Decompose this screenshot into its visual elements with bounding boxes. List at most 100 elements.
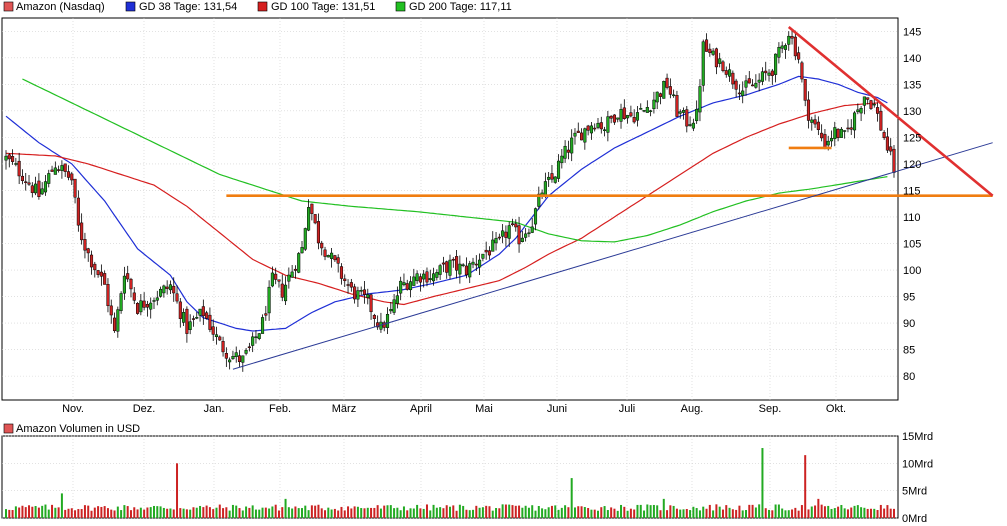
volume-bar <box>758 504 761 518</box>
candle-body <box>514 223 518 228</box>
candle-body <box>418 276 422 283</box>
candle-body <box>570 137 574 154</box>
volume-bar <box>820 504 823 518</box>
candle-body <box>326 255 330 258</box>
volume-bar <box>24 507 27 518</box>
candle-body <box>66 171 71 178</box>
volume-bar <box>616 510 619 518</box>
price-y-tick-label: 140 <box>903 53 921 65</box>
volume-bar <box>679 509 682 518</box>
annotation-trendline <box>787 26 994 197</box>
candle-body <box>829 138 834 142</box>
volume-bar <box>143 509 146 518</box>
volume-bar <box>258 509 261 518</box>
volume-bar <box>419 508 422 518</box>
candle-body <box>392 299 396 313</box>
volume-bar <box>383 505 386 518</box>
volume-bar <box>840 504 843 518</box>
candle-body <box>63 163 67 172</box>
volume-bar <box>106 508 109 518</box>
candle-body <box>353 286 357 300</box>
candle-body <box>533 208 538 225</box>
volume-bar <box>347 506 350 518</box>
x-tick-label: Jan. <box>204 403 225 415</box>
volume-bar <box>590 509 593 518</box>
candle-body <box>780 45 784 49</box>
candle-body <box>882 132 886 139</box>
candle-body <box>767 72 771 76</box>
volume-bar <box>715 504 718 518</box>
volume-bar <box>639 504 642 518</box>
candle-body <box>290 271 294 278</box>
candle-body <box>362 289 367 295</box>
volume-bar <box>100 506 103 518</box>
volume-bar <box>337 510 340 518</box>
candle-body <box>642 110 646 112</box>
volume-bar <box>343 510 346 518</box>
volume-bar <box>350 508 353 518</box>
volume-bar <box>527 507 530 518</box>
candle-body <box>188 321 192 330</box>
volume-bar <box>60 493 63 518</box>
volume-bar <box>51 504 54 518</box>
volume-bar <box>363 508 366 518</box>
candle-body <box>626 115 630 119</box>
candle-body <box>580 132 584 141</box>
volume-bar <box>889 508 892 518</box>
candle-body <box>504 231 508 238</box>
candle-body <box>639 108 643 110</box>
volume-bar <box>162 507 165 518</box>
candle-body <box>672 94 676 97</box>
volume-bar <box>721 509 724 518</box>
volume-bar <box>669 505 672 518</box>
legend-swatch-gd200 <box>395 1 406 12</box>
volume-bar <box>485 505 488 518</box>
candle-body <box>770 70 774 76</box>
volume-bar <box>833 508 836 518</box>
volume-bar <box>514 505 517 518</box>
candle-body <box>616 117 620 120</box>
candle-body <box>445 261 449 273</box>
candle-body <box>820 132 824 139</box>
candle-body <box>458 263 462 275</box>
price-y-tick-label: 125 <box>903 132 921 144</box>
x-tick-label: Dez. <box>133 403 156 415</box>
candle-body <box>718 58 722 64</box>
candle-body <box>876 107 880 114</box>
volume-bar <box>580 506 583 518</box>
volume-bar <box>304 505 307 518</box>
price-y-tick-label: 130 <box>903 106 921 118</box>
candle-body <box>284 284 288 302</box>
candle-body <box>783 45 788 50</box>
volume-bar <box>577 506 580 518</box>
volume-bar <box>689 510 692 518</box>
candle-body <box>675 95 679 117</box>
candle-body <box>297 253 301 273</box>
candle-body <box>221 341 225 353</box>
candle-body <box>346 284 350 286</box>
candle-body <box>688 124 692 126</box>
volume-bar <box>777 504 780 518</box>
candle-body <box>645 107 649 113</box>
candle-body <box>714 48 718 68</box>
volume-bar <box>593 509 596 518</box>
volume-bar <box>159 506 162 518</box>
candle-body <box>550 173 554 180</box>
volume-bar <box>491 510 494 518</box>
candle-body <box>530 226 534 233</box>
candle-body <box>14 163 18 165</box>
candle-body <box>80 222 84 241</box>
candle-body <box>701 41 705 86</box>
volume-bar <box>850 507 853 518</box>
candle-body <box>89 254 94 268</box>
candle-body <box>402 282 406 286</box>
candle-body <box>757 79 761 83</box>
volume-bar <box>606 510 609 518</box>
volume-bar <box>432 504 435 518</box>
candle-body <box>629 112 633 117</box>
x-tick-label: Mai <box>475 403 493 415</box>
candle-body <box>330 252 334 259</box>
candle-body <box>747 78 751 84</box>
candle-body <box>205 312 209 319</box>
volume-bar <box>179 508 182 518</box>
